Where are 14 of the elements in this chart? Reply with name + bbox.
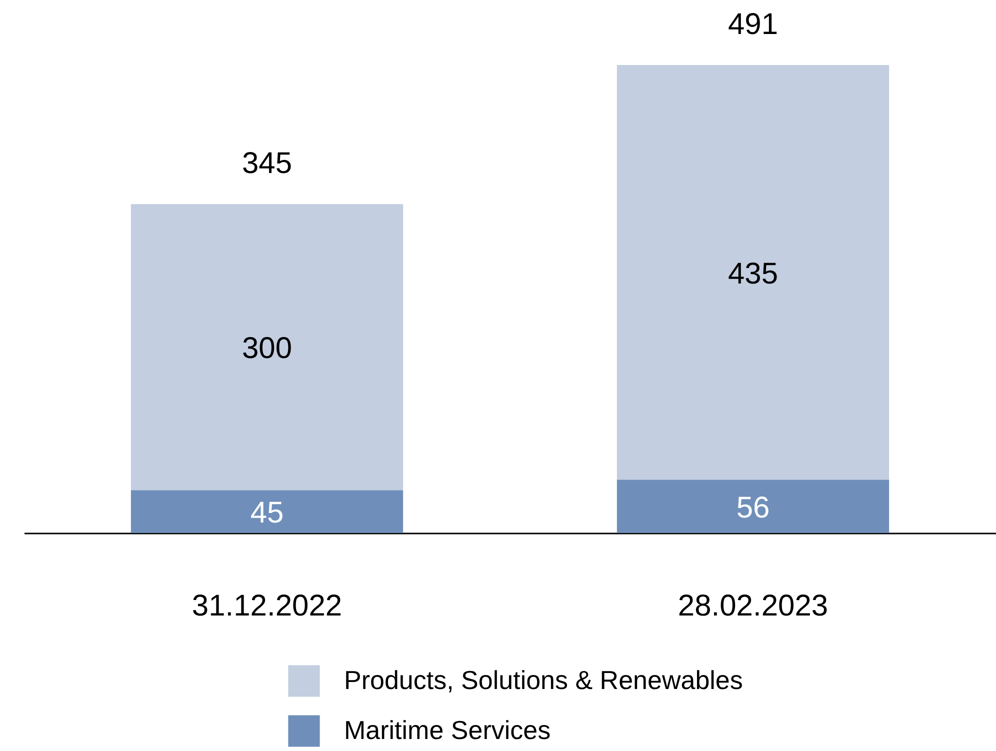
bar: [130, 204, 404, 490]
x-tick-label: 28.02.2023: [678, 590, 828, 622]
data-label: 300: [242, 332, 292, 366]
legend-label: Maritime Services: [344, 715, 551, 745]
total-label: 491: [728, 8, 778, 41]
bar: [616, 480, 890, 533]
bar: [130, 490, 404, 533]
data-label: 435: [728, 257, 778, 290]
total-label: 345: [242, 147, 292, 180]
bar: [616, 65, 890, 480]
x-tick-label: 31.12.2022: [192, 590, 342, 622]
data-label: 45: [250, 496, 284, 530]
data-label: 56: [736, 491, 770, 524]
legend-label: Products, Solutions & Renewables: [344, 665, 743, 695]
